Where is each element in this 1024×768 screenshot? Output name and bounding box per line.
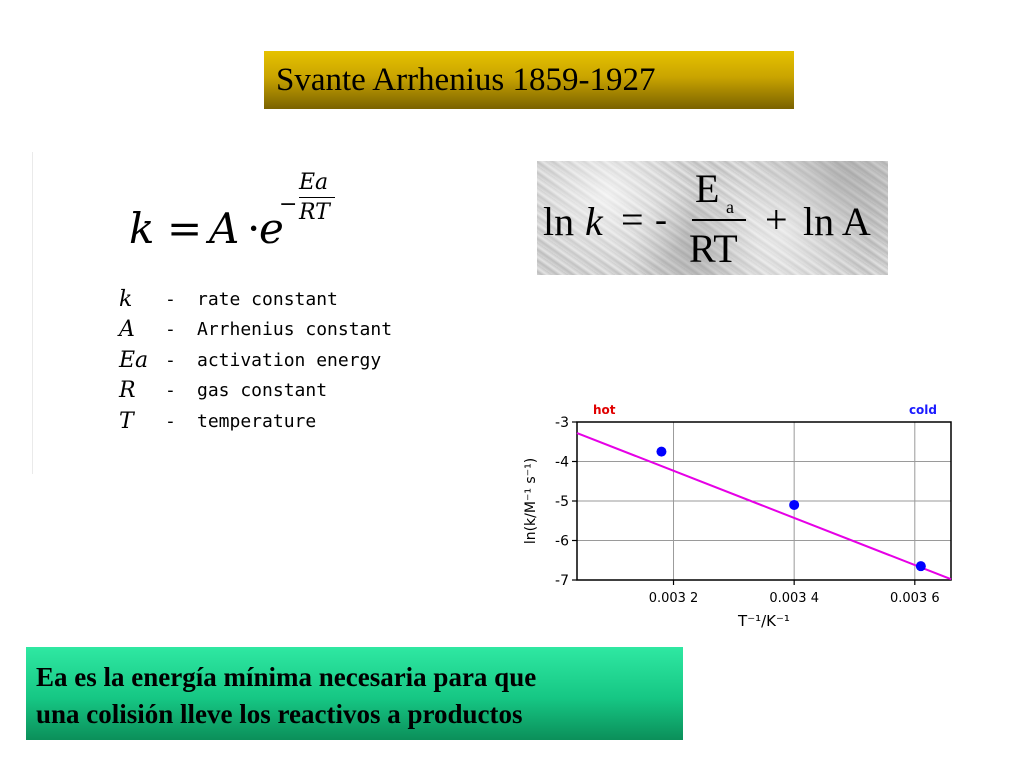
legend-symbol: T xyxy=(119,408,134,434)
arrhenius-formula-panel: k = A · e − Ea RT k - rate constant A - … xyxy=(32,152,438,474)
title-banner: Svante Arrhenius 1859-1927 xyxy=(264,51,794,109)
y-tick-label: -5 xyxy=(555,494,569,510)
eq-k: k xyxy=(129,204,155,253)
legend-row: A - Arrhenius constant xyxy=(119,315,392,346)
linear-form-equation: ln k = - E a RT + ln A xyxy=(537,161,888,275)
data-point xyxy=(915,561,926,572)
legend-description: activation energy xyxy=(197,349,382,371)
eq-exp-fraction-bar xyxy=(299,197,335,198)
data-point xyxy=(789,499,800,510)
arrhenius-equation: k = A · e − Ea RT xyxy=(129,170,389,256)
legend-row: k - rate constant xyxy=(119,284,392,315)
eq-exp-numerator: Ea xyxy=(299,170,329,195)
fit-line xyxy=(576,432,952,581)
eq-exp-denominator: RT xyxy=(299,200,330,225)
lin-fraction-bar xyxy=(692,219,746,221)
lin-denominator: RT xyxy=(689,226,738,271)
legend-symbol: Ea xyxy=(119,347,149,373)
eq-A: A xyxy=(209,204,240,253)
legend-row: R - gas constant xyxy=(119,376,392,407)
annotation-cold: cold xyxy=(909,403,937,417)
lin-numerator: E xyxy=(695,166,720,211)
arrhenius-plot-svg: -3 -4 -5 -6 -7 0.003 2 0.003 4 0.003 6 T⁻¹/K⁻¹ ln… xyxy=(523,403,952,630)
legend-symbol: R xyxy=(119,378,136,404)
y-tick-label: -3 xyxy=(555,415,569,431)
legend-symbol: A xyxy=(119,317,135,343)
legend-description: rate constant xyxy=(197,288,338,310)
lin-neg: - xyxy=(655,199,667,239)
data-point xyxy=(656,446,667,457)
eq-exp-sign: − xyxy=(279,192,298,217)
eq-e: e xyxy=(259,204,284,253)
arrhenius-plot: -3 -4 -5 -6 -7 0.003 2 0.003 4 0.003 6 T⁻¹/K⁻¹ ln… xyxy=(519,398,955,648)
legend-description: Arrhenius constant xyxy=(197,319,393,341)
y-tick-label: -7 xyxy=(555,573,569,589)
y-tick-label: -4 xyxy=(555,455,569,471)
y-tick-label: -6 xyxy=(555,534,569,550)
x-axis-label: T⁻¹/K⁻¹ xyxy=(737,612,790,630)
legend-row: T - temperature xyxy=(119,406,392,437)
x-tick-label: 0.003 4 xyxy=(769,591,819,606)
legend-dash: - xyxy=(165,380,176,402)
y-axis-label: ln(k/M⁻¹ s⁻¹) xyxy=(523,458,539,544)
symbol-legend: k - rate constant A - Arrhenius constant… xyxy=(119,284,392,437)
note-line-2: una colisión lleve los reactivos a produ… xyxy=(36,699,523,729)
x-tick-label: 0.003 2 xyxy=(649,591,699,606)
lin-plus: + xyxy=(765,197,788,242)
lin-ln-left: ln xyxy=(543,199,575,244)
legend-dash: - xyxy=(165,349,176,371)
eq-equals: = xyxy=(167,204,203,253)
legend-dash: - xyxy=(165,288,176,310)
x-tick-label: 0.003 6 xyxy=(890,591,940,606)
lin-ln-right: ln A xyxy=(803,199,871,244)
legend-dash: - xyxy=(165,319,176,341)
legend-dash: - xyxy=(165,410,176,432)
legend-row: Ea - activation energy xyxy=(119,345,392,376)
legend-description: gas constant xyxy=(197,380,328,402)
lin-numerator-sub: a xyxy=(726,197,734,217)
page-title: Svante Arrhenius 1859-1927 xyxy=(276,61,656,98)
definition-note: Ea es la energía mínima necesaria para q… xyxy=(26,647,683,740)
eq-dot: · xyxy=(247,204,261,253)
legend-symbol: k xyxy=(119,286,133,312)
annotation-hot: hot xyxy=(593,403,616,417)
note-line-1: Ea es la energía mínima necesaria para q… xyxy=(36,662,537,692)
lin-equals: = xyxy=(621,197,644,242)
legend-description: temperature xyxy=(197,410,317,432)
lin-k: k xyxy=(585,199,603,244)
